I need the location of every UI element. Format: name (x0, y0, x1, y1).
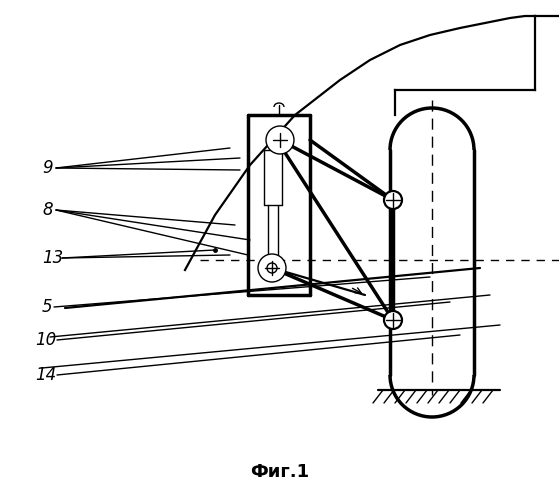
Text: 14: 14 (35, 366, 56, 384)
Circle shape (266, 126, 294, 154)
Text: 8: 8 (42, 201, 53, 219)
Circle shape (271, 131, 289, 149)
Circle shape (258, 254, 286, 282)
Text: 13: 13 (42, 249, 63, 267)
Text: 9: 9 (42, 159, 53, 177)
Text: 5: 5 (42, 298, 53, 316)
Text: 10: 10 (35, 331, 56, 349)
Circle shape (384, 311, 402, 329)
Circle shape (267, 263, 277, 273)
Circle shape (384, 191, 402, 209)
Text: Фиг.1: Фиг.1 (250, 463, 310, 481)
Circle shape (263, 259, 281, 277)
